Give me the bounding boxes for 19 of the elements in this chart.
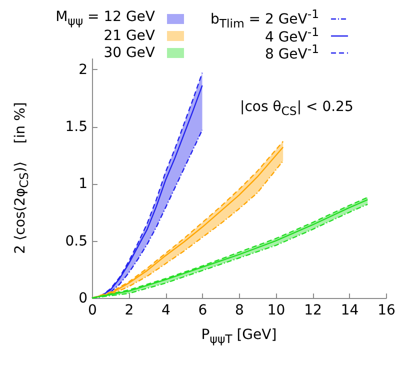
- y-tick-label: 2: [78, 62, 88, 78]
- x-tick-label: 12: [304, 302, 322, 318]
- y-tick-label: 1.5: [65, 119, 88, 136]
- x-tick-label: 14: [340, 302, 359, 318]
- annotation: 30 GeV: [104, 44, 155, 60]
- x-tick-label: 10: [267, 302, 286, 318]
- x-tick-label: 4: [162, 302, 171, 318]
- text: M$_{ψψ}$ = 12 GeV: [56, 9, 155, 28]
- x-tick-label: 8: [235, 302, 244, 318]
- y-tick-label: 0.5: [65, 233, 88, 250]
- y-tick-label: 0: [78, 290, 88, 306]
- y-tick-label: 1: [78, 176, 88, 192]
- x-tick-label: 2: [124, 302, 134, 318]
- x-tick-label: 6: [198, 302, 208, 318]
- x-axis-title: P$_{ψψ}$$_{T}$ [GeV]: [201, 327, 277, 346]
- text: 21 GeV: [104, 28, 155, 44]
- x-tick-label: 16: [378, 302, 396, 318]
- legend-label: 8 GeV$^{-1}$: [264, 42, 319, 63]
- annotation: |cos θ$_{CS}$| < 0.25: [240, 99, 354, 118]
